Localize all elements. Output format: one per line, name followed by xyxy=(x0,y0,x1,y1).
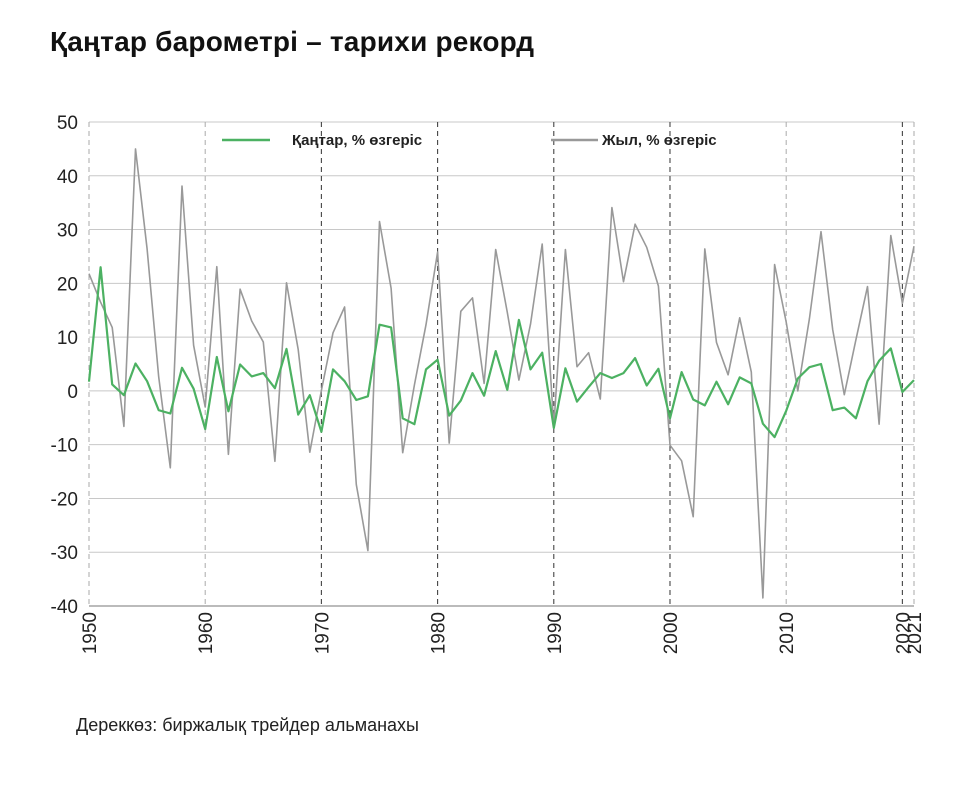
series-line-1 xyxy=(88,148,915,599)
legend-label: Қаңтар, % өзгеріс xyxy=(292,132,422,149)
y-tick-label: -30 xyxy=(51,543,78,564)
grid xyxy=(89,121,914,607)
decade-lines xyxy=(88,122,915,606)
legend-label: Жыл, % өзгеріс xyxy=(601,132,717,149)
x-tick-label: 1990 xyxy=(545,612,566,654)
y-tick-label: -40 xyxy=(51,597,78,618)
x-tick-label: 1970 xyxy=(312,612,333,654)
x-tick-label: 2010 xyxy=(777,612,798,654)
y-tick-label: 30 xyxy=(57,221,78,242)
x-tick-label: 1950 xyxy=(80,612,101,654)
legend: Қаңтар, % өзгеріс Жыл, % өзгеріс xyxy=(222,132,717,149)
source-note: Дереккөз: биржалық трейдер альманахы xyxy=(76,715,419,735)
chart-title: Қаңтар барометрі – тарихи рекорд xyxy=(50,26,535,57)
series-line-0 xyxy=(87,266,915,439)
y-tick-label: 20 xyxy=(57,274,78,295)
series-lines xyxy=(87,148,915,599)
y-tick-label: -20 xyxy=(51,489,78,510)
y-tick-label: 0 xyxy=(67,382,78,403)
y-tick-label: 40 xyxy=(57,167,78,188)
y-tick-label: 50 xyxy=(57,113,78,134)
x-tick-label: 2021 xyxy=(905,612,926,654)
x-tick-label: 2020 xyxy=(893,612,914,654)
y-tick-label: 10 xyxy=(57,328,78,349)
x-tick-label: 1960 xyxy=(196,612,217,654)
x-tick-label: 2000 xyxy=(661,612,682,654)
y-tick-label: -10 xyxy=(51,436,78,457)
x-tick-label: 1980 xyxy=(429,612,450,654)
y-axis-ticks: -40 -30 -20 -10 0 10 20 30 40 50 xyxy=(51,113,78,618)
